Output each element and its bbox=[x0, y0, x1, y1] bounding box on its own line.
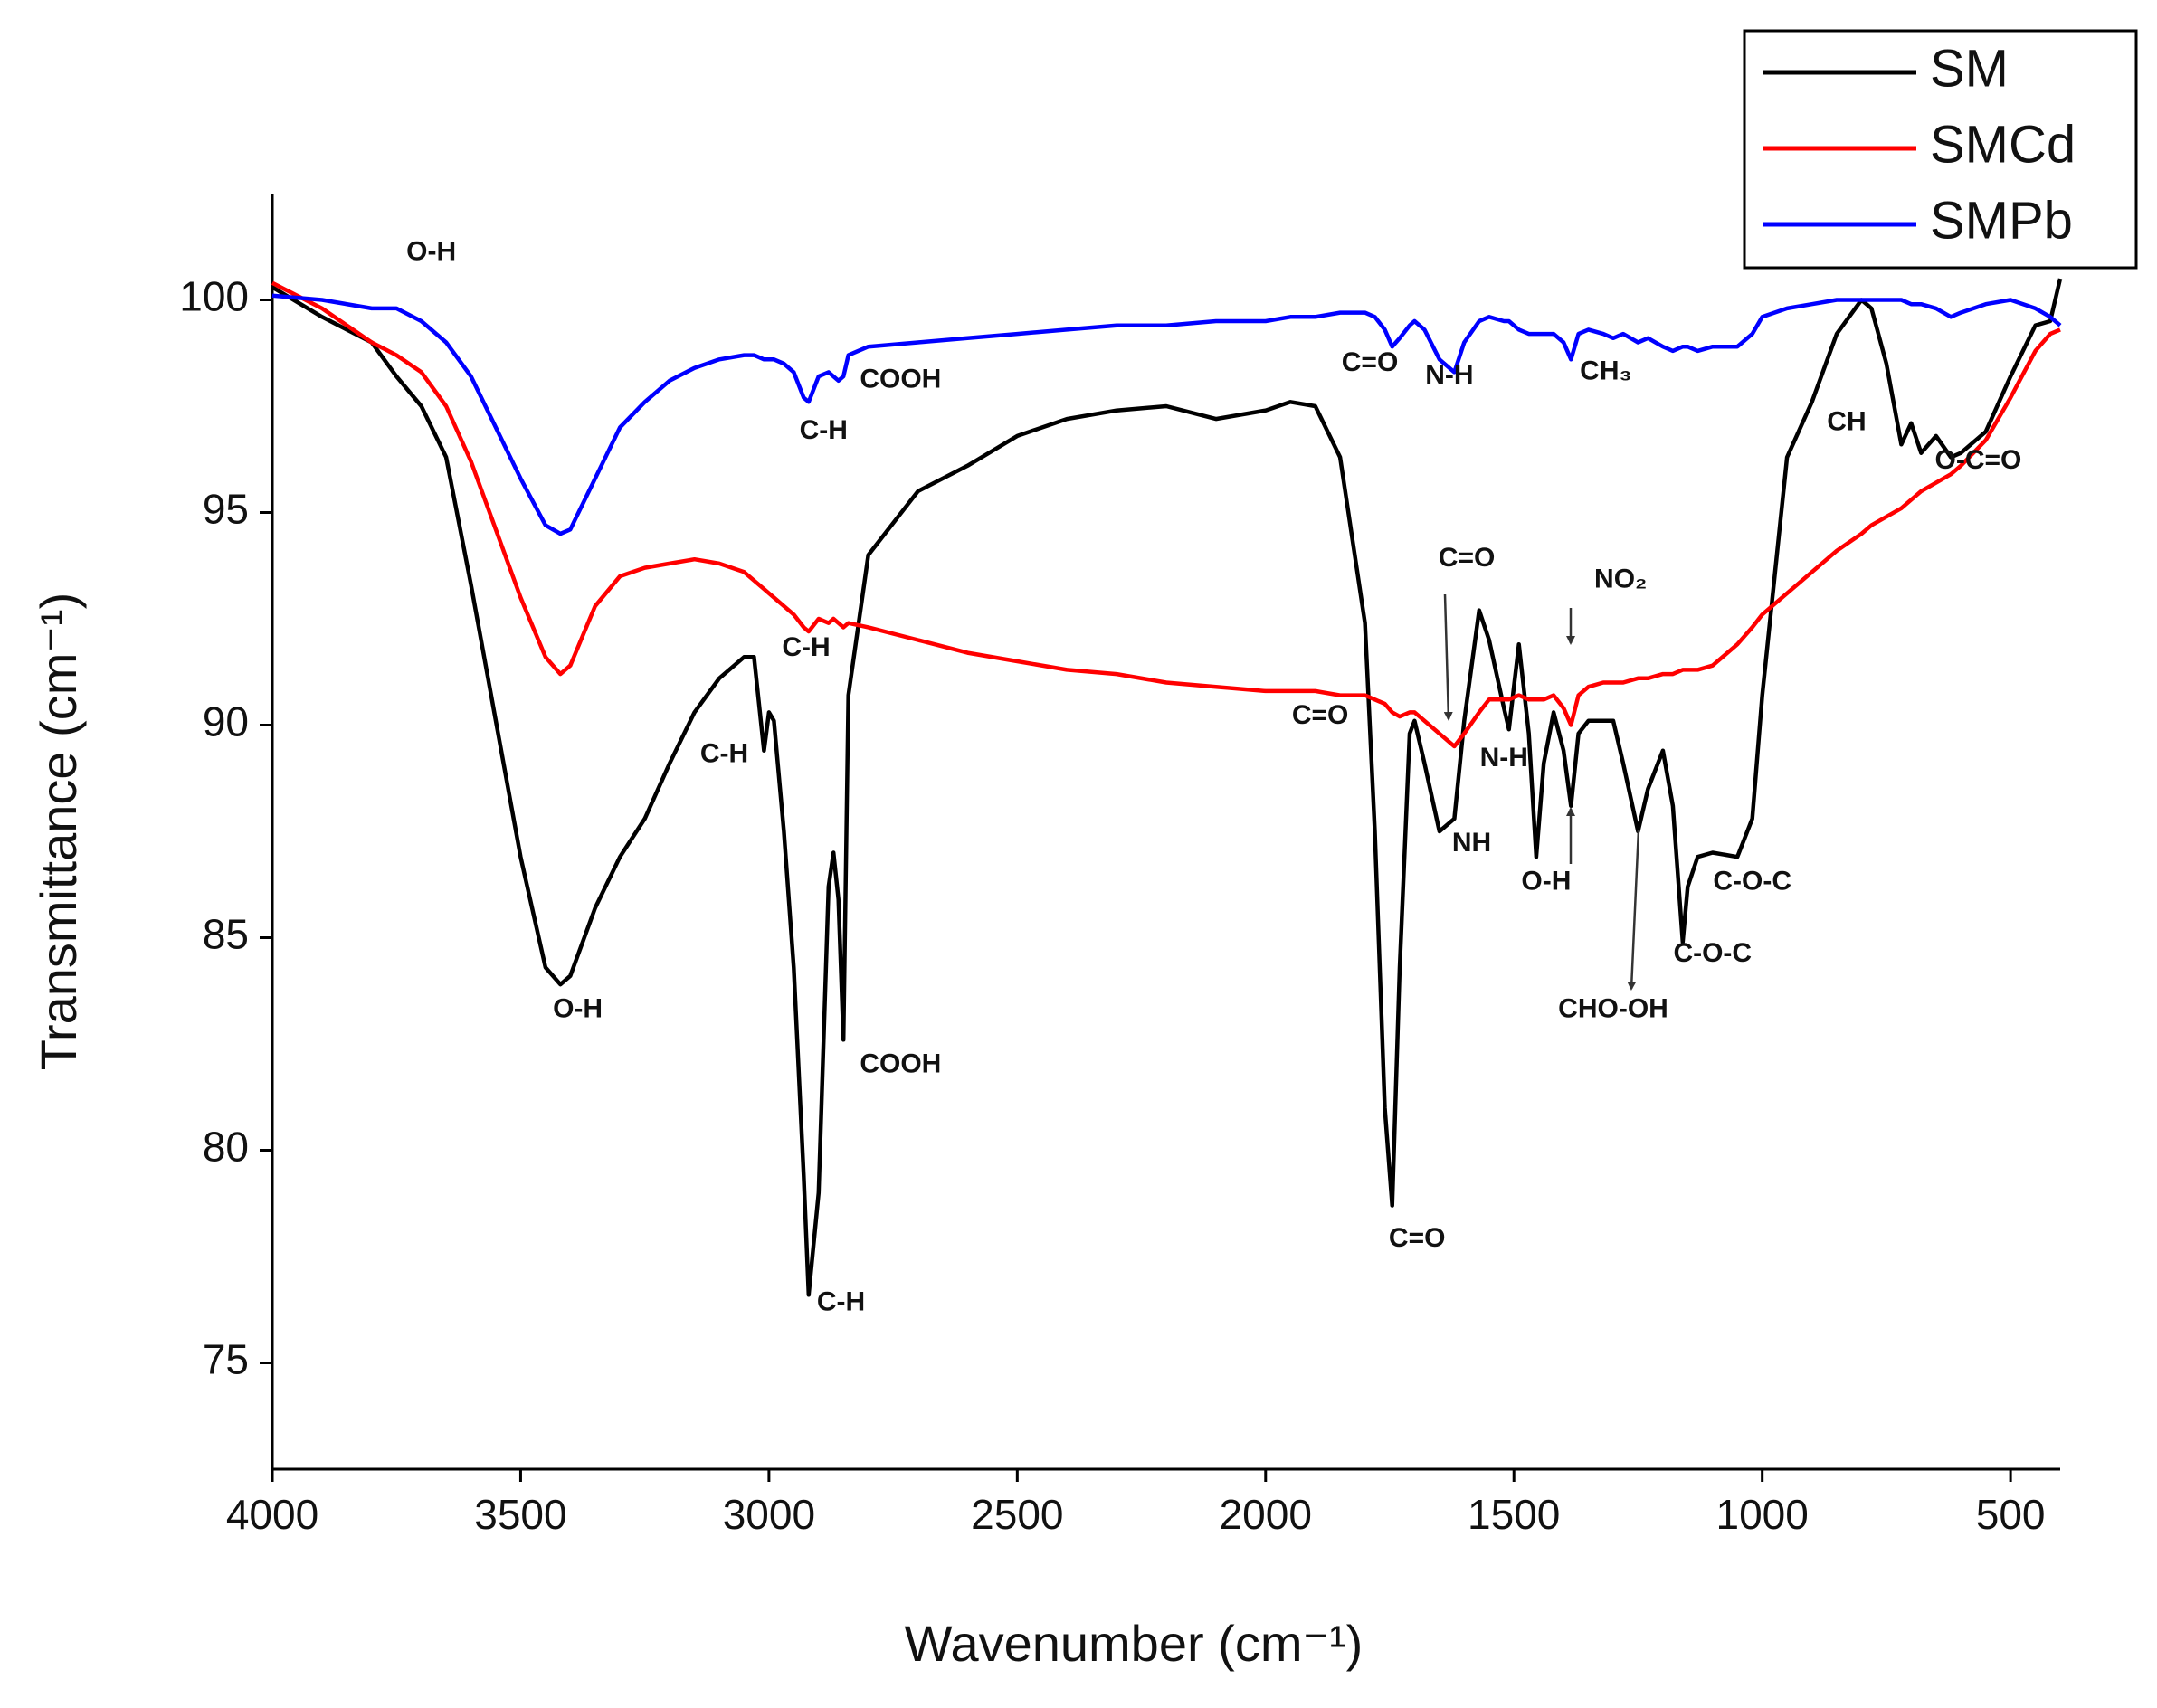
annotation: C-O-C bbox=[1673, 938, 1752, 968]
legend-label: SM bbox=[1930, 39, 2009, 98]
legend: SM SMCd SMPb bbox=[1743, 29, 2138, 270]
plot: 75 80 85 90 95 100 4000 3500 3000 2500 2000 1500 100… bbox=[179, 194, 2063, 1538]
annotation: C-H bbox=[817, 1287, 865, 1317]
annotation: C-O-C bbox=[1713, 866, 1791, 896]
annotation: C=O bbox=[1342, 347, 1399, 377]
annotation: C=O bbox=[1439, 543, 1496, 573]
x-tick-label: 2500 bbox=[971, 1491, 1063, 1538]
annotation: O-H bbox=[1521, 866, 1571, 896]
annotation: N-H bbox=[1480, 743, 1528, 773]
y-tick-label: 95 bbox=[203, 486, 249, 533]
annotation: NH bbox=[1452, 828, 1491, 858]
annotation: C=O bbox=[1389, 1223, 1446, 1253]
annotation: C-H bbox=[800, 415, 848, 445]
series-line bbox=[271, 278, 2063, 1297]
y-tick-label: 75 bbox=[203, 1336, 249, 1383]
annotation: O-H bbox=[406, 237, 456, 267]
x-tick-label: 3500 bbox=[474, 1491, 566, 1538]
annotation: O-C=O bbox=[1935, 445, 2022, 475]
annotation: NO₂ bbox=[1594, 565, 1647, 594]
annotation: CHO-OH bbox=[1558, 993, 1668, 1023]
annotation: O-H bbox=[553, 993, 603, 1023]
x-tick-label: 2000 bbox=[1220, 1491, 1312, 1538]
annotation: C=O bbox=[1292, 700, 1349, 730]
series-line bbox=[271, 293, 2062, 536]
x-tick-label: 3000 bbox=[723, 1491, 815, 1538]
legend-label: SMCd bbox=[1930, 115, 2076, 174]
series-line bbox=[271, 280, 2061, 749]
y-axis-title: Transmittance (cm⁻¹) bbox=[30, 593, 87, 1070]
legend-label: SMPb bbox=[1930, 191, 2073, 250]
annotation: COOH bbox=[860, 365, 941, 394]
arrow bbox=[1443, 593, 1453, 721]
y-tick-label: 100 bbox=[179, 273, 249, 320]
x-tick-label: 500 bbox=[1976, 1491, 2046, 1538]
annotation: C-H bbox=[700, 738, 748, 768]
y-tick-label: 80 bbox=[203, 1124, 249, 1171]
annotation: COOH bbox=[860, 1049, 941, 1078]
y-tick-label: 85 bbox=[203, 911, 249, 958]
x-tick-label: 4000 bbox=[226, 1491, 318, 1538]
y-tick-label: 90 bbox=[203, 698, 249, 745]
annotation: CH bbox=[1827, 407, 1866, 437]
annotation: C-H bbox=[782, 632, 830, 662]
x-tick-label: 1500 bbox=[1468, 1491, 1560, 1538]
arrow bbox=[1627, 829, 1640, 991]
annotation: CH₃ bbox=[1580, 356, 1631, 385]
annotation: N-H bbox=[1425, 360, 1473, 390]
x-axis-title: Wavenumber (cm⁻¹) bbox=[905, 1615, 1364, 1672]
x-tick-label: 1000 bbox=[1715, 1491, 1808, 1538]
